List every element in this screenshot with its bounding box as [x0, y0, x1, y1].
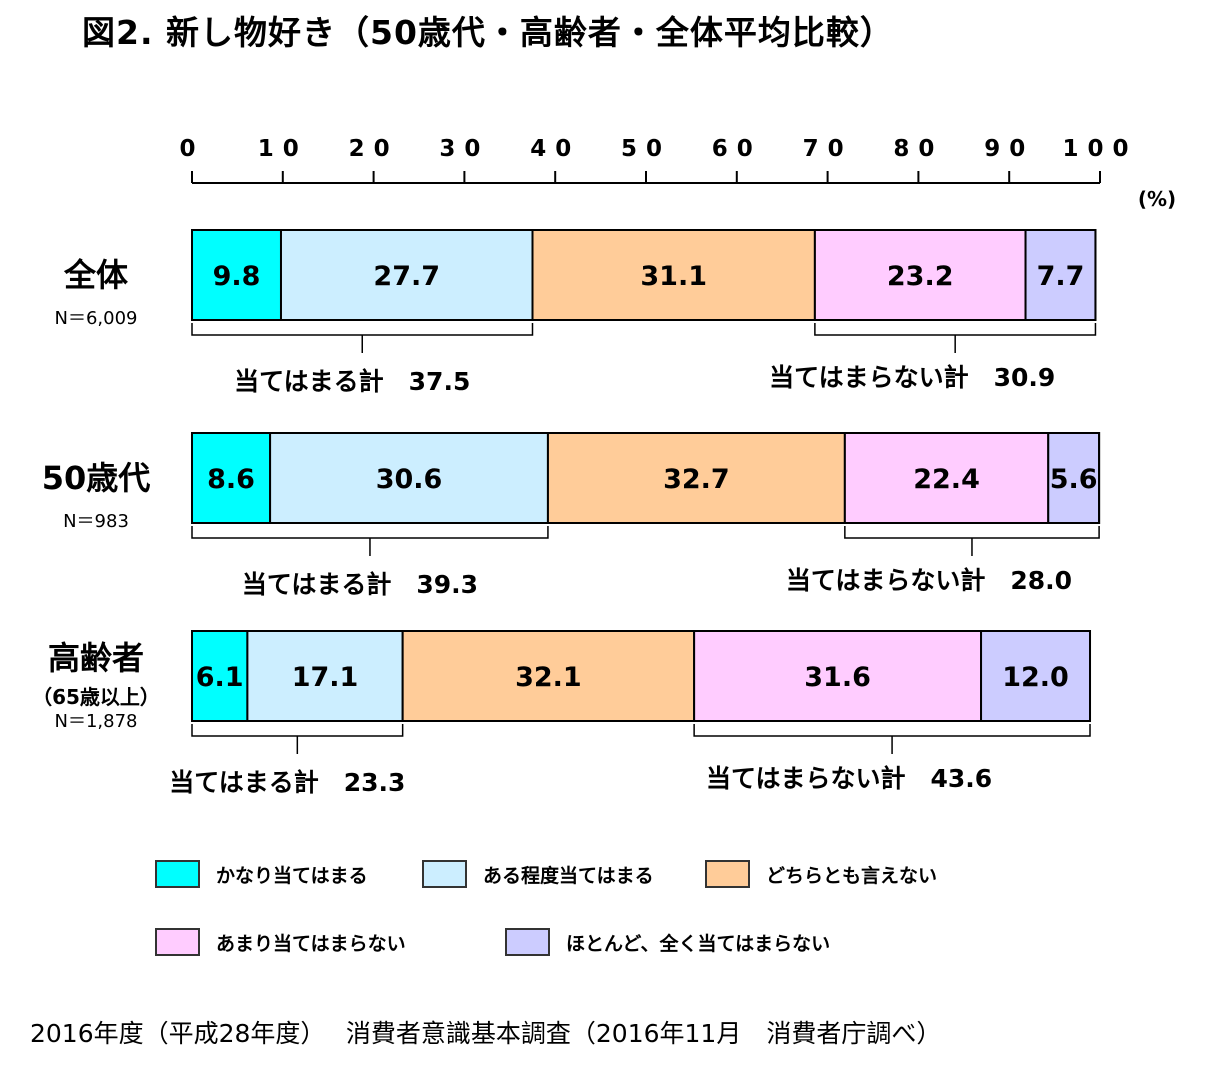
legend-label-2: ある程度当てはまる	[483, 864, 654, 887]
bar-segment-1-1	[269, 432, 549, 524]
legend-item-5: ほとんど、全く当てはまらない	[505, 928, 830, 956]
legend-label-3: どちらとも言えない	[766, 864, 938, 887]
category-n-2: N＝1,878	[55, 711, 138, 732]
legend-item-4: あまり当てはまらない	[155, 928, 406, 956]
value-label-2-3: 31.6	[804, 662, 871, 693]
bar-segment-2-3	[693, 630, 983, 722]
category-n-1: N＝983	[63, 511, 129, 532]
legend-item-1: かなり当てはまる	[155, 860, 368, 888]
disagree-brace-2	[693, 724, 1091, 737]
x-tick-label-0: 0	[179, 136, 204, 162]
category-label-0: 全体	[63, 256, 128, 294]
x-tick-label-8: 80	[893, 136, 943, 162]
value-label-2-1: 17.1	[292, 662, 359, 693]
bar-outline-1	[191, 432, 1101, 524]
legend-swatch-2	[422, 860, 467, 888]
agree-total-1: 当てはまる計 39.3	[242, 570, 478, 599]
bar-outline-0	[191, 229, 1097, 321]
agree-brace-2	[191, 724, 404, 737]
value-label-0-4: 7.7	[1037, 261, 1085, 292]
category-label-2: 高齢者	[48, 639, 144, 677]
x-tick-label-1: 10	[258, 136, 308, 162]
bar-segment-1-3	[843, 432, 1050, 524]
legend-swatch-4	[155, 928, 200, 956]
value-label-1-0: 8.6	[207, 464, 255, 495]
chart-title: 図2. 新し物好き（50歳代・高齢者・全体平均比較）	[82, 13, 894, 52]
x-tick-label-4: 40	[530, 136, 580, 162]
disagree-total-0: 当てはまらない計 30.9	[769, 363, 1055, 392]
bar-segment-1-0	[191, 432, 272, 524]
agree-brace-1	[191, 526, 549, 539]
unit-label: (%)	[1138, 187, 1176, 211]
value-label-1-3: 22.4	[913, 464, 980, 495]
agree-brace-0	[191, 323, 534, 336]
x-tick-label-2: 20	[349, 136, 399, 162]
disagree-total-1: 当てはまらない計 28.0	[786, 566, 1072, 595]
value-label-1-4: 5.6	[1050, 464, 1098, 495]
x-tick-label-10: 100	[1062, 136, 1137, 162]
value-label-0-0: 9.8	[213, 261, 261, 292]
legend-item-3: どちらとも言えない	[705, 860, 937, 888]
bar-segment-2-4	[980, 630, 1092, 722]
legend-label-5: ほとんど、全く当てはまらない	[566, 932, 831, 955]
agree-total-0: 当てはまる計 37.5	[234, 367, 470, 396]
legend-swatch-5	[505, 928, 550, 956]
x-tick-label-3: 30	[439, 136, 489, 162]
stacked-bar-chart: 0 10 20 30 40 50 60 70 80 90 100 (%) 全体 N＝6,009 9.8 27.…	[32, 136, 1176, 797]
x-tick-label-5: 50	[621, 136, 671, 162]
category-n-0: N＝6,009	[55, 308, 138, 329]
disagree-brace-1	[844, 526, 1100, 539]
agree-total-2: 当てはまる計 23.3	[169, 768, 405, 797]
value-label-0-3: 23.2	[887, 261, 954, 292]
x-tick-label-9: 90	[984, 136, 1034, 162]
bar-segment-2-2	[401, 630, 696, 722]
value-label-0-1: 27.7	[373, 261, 440, 292]
source-note: 2016年度（平成28年度） 消費者意識基本調査（2016年11月 消費者庁調べ…	[30, 1019, 942, 1048]
category-sublabel-2: （65歳以上）	[32, 685, 160, 709]
bar-segment-0-3	[813, 229, 1027, 321]
value-label-2-4: 12.0	[1002, 662, 1069, 693]
category-label-1: 50歳代	[42, 459, 151, 497]
value-label-2-2: 32.1	[515, 662, 582, 693]
legend-item-2: ある程度当てはまる	[422, 860, 654, 888]
value-label-2-0: 6.1	[196, 662, 244, 693]
disagree-brace-0	[814, 323, 1097, 336]
x-tick-label-6: 60	[712, 136, 762, 162]
value-label-0-2: 31.1	[640, 261, 707, 292]
bar-segment-1-2	[546, 432, 846, 524]
value-label-1-2: 32.7	[663, 464, 730, 495]
legend-label-1: かなり当てはまる	[216, 864, 368, 887]
x-tick-label-7: 70	[803, 136, 853, 162]
disagree-total-2: 当てはまらない計 43.6	[706, 764, 992, 793]
bar-segment-2-1	[246, 630, 404, 722]
legend-label-4: あまり当てはまらない	[216, 932, 406, 955]
value-label-1-1: 30.6	[376, 464, 443, 495]
legend-swatch-3	[705, 860, 750, 888]
legend-swatch-1	[155, 860, 200, 888]
bar-segment-0-2	[531, 229, 816, 321]
bar-outline-2	[191, 630, 1092, 722]
